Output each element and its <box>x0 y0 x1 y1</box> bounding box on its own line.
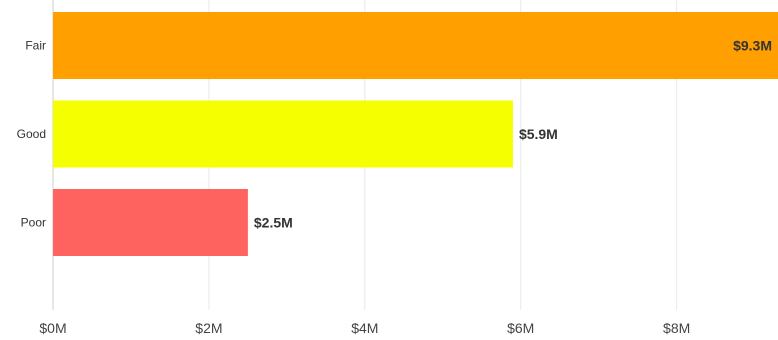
bar-fair <box>53 12 778 79</box>
x-tick-label-1: $2M <box>195 320 222 336</box>
category-label-fair: Fair <box>25 39 46 53</box>
data-label-fair: $9.3M <box>733 38 772 54</box>
x-tick-label-2: $4M <box>351 320 378 336</box>
category-label-poor: Poor <box>21 216 46 230</box>
data-label-poor: $2.5M <box>254 215 293 231</box>
data-labels: $9.3M $5.9M $2.5M <box>254 38 772 231</box>
category-labels: Fair Good Poor <box>17 39 46 230</box>
x-tick-label-0: $0M <box>39 320 66 336</box>
x-tick-label-3: $6M <box>507 320 534 336</box>
bar-good <box>53 100 513 168</box>
x-axis-tick-labels: $0M $2M $4M $6M $8M <box>39 320 690 336</box>
data-label-good: $5.9M <box>519 126 558 142</box>
category-label-good: Good <box>17 127 46 141</box>
bars <box>53 12 778 256</box>
x-tick-label-4: $8M <box>663 320 690 336</box>
bar-poor <box>53 189 248 256</box>
